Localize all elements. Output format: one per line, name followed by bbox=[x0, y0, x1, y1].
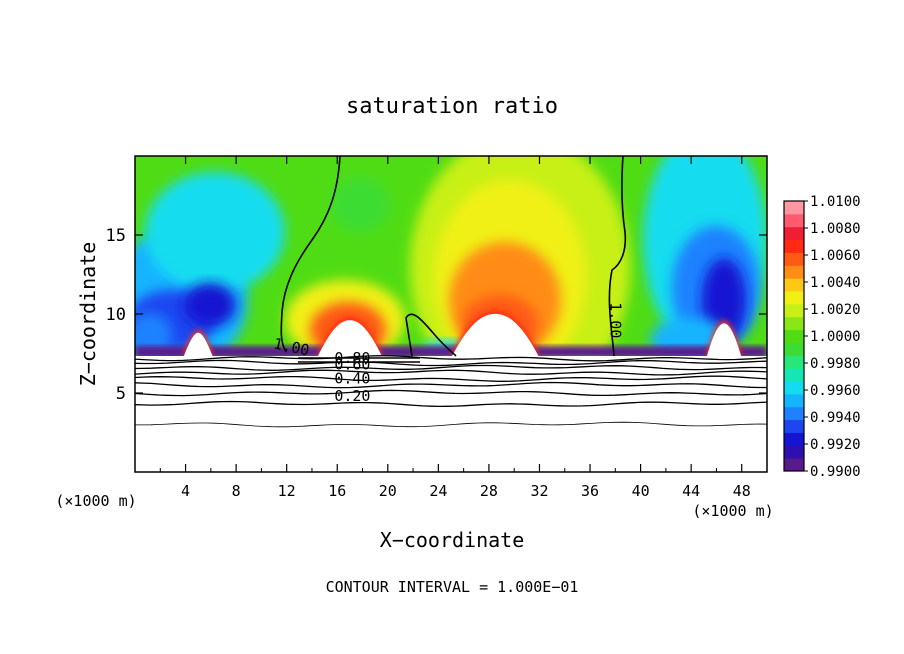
cloud-patch bbox=[317, 320, 383, 359]
x-tick-label: 36 bbox=[581, 482, 599, 500]
colorbar-label: 1.0040 bbox=[810, 275, 861, 291]
colorbar-label: 0.9960 bbox=[810, 383, 861, 399]
field-blob bbox=[702, 258, 746, 342]
colorbar-swatch bbox=[784, 329, 804, 343]
colorbar-label: 0.9940 bbox=[810, 410, 861, 426]
colorbar-swatch bbox=[784, 316, 804, 331]
colorbar-swatch bbox=[784, 419, 804, 433]
plot-area bbox=[135, 156, 767, 472]
colorbar-label: 1.0100 bbox=[810, 194, 861, 210]
contour-line-lower bbox=[135, 381, 767, 389]
colorbar-label: 1.0060 bbox=[810, 248, 861, 264]
contour-line-lower bbox=[135, 389, 767, 397]
colorbar-label: 1.0020 bbox=[810, 302, 861, 318]
field-blob bbox=[145, 172, 285, 292]
x-tick-label: 48 bbox=[733, 482, 751, 500]
x-tick-label: 40 bbox=[632, 482, 650, 500]
contour-line-lower bbox=[135, 355, 767, 362]
y-tick-label: 5 bbox=[116, 384, 126, 404]
x-tick-label: 4 bbox=[181, 482, 190, 500]
y-tick-label: 10 bbox=[106, 305, 126, 325]
cloud-patches bbox=[183, 310, 742, 359]
contour-line-lower bbox=[135, 375, 767, 382]
contour-1.00-middle bbox=[405, 313, 457, 357]
contour-label: 1.00 bbox=[606, 302, 624, 338]
colorbar-swatch bbox=[784, 393, 804, 408]
colorbar-swatch bbox=[784, 265, 804, 279]
cloud-patch bbox=[183, 332, 214, 359]
x-tick-label: 28 bbox=[480, 482, 498, 500]
contour-label: 0.20 bbox=[334, 387, 370, 405]
colorbar-label: 1.0000 bbox=[810, 329, 861, 345]
contour-lines-1.00 bbox=[280, 156, 627, 363]
contour-labels: 1.001.000.800.600.400.20 bbox=[272, 302, 624, 405]
x-tick-label: 20 bbox=[379, 482, 397, 500]
colorbar-swatch bbox=[784, 381, 804, 395]
field-blob bbox=[184, 283, 236, 327]
chart-title: saturation ratio bbox=[346, 94, 558, 119]
y-tick-label: 15 bbox=[106, 226, 126, 246]
colorbar-label: 1.0080 bbox=[810, 221, 861, 237]
colorbar: 0.9900 0.9920 0.9940 0.9960 0.9980 1.0000 1.00… bbox=[783, 194, 861, 480]
x-tick-label: 12 bbox=[278, 482, 296, 500]
colorbar-swatch bbox=[784, 406, 804, 421]
contour-cluster-center bbox=[298, 357, 420, 363]
contour-1.00-left bbox=[280, 156, 341, 353]
x-axis-ticks: 4 8 12 16 20 24 28 32 36 40 44 48 bbox=[159, 156, 751, 500]
x-tick-label: 24 bbox=[429, 482, 447, 500]
colorbar-label: 0.9980 bbox=[810, 356, 861, 372]
colorbar-swatch bbox=[784, 342, 804, 356]
field-blob bbox=[330, 177, 390, 233]
colorbar-swatch bbox=[784, 278, 804, 292]
x-unit-left: (×1000 m) bbox=[55, 492, 136, 510]
colorbar-swatch bbox=[784, 201, 804, 215]
colorbar-swatch bbox=[784, 368, 804, 382]
contour-1.00-right bbox=[608, 156, 627, 357]
colorbar-label: 0.9900 bbox=[810, 464, 861, 480]
colorbar-swatch bbox=[784, 226, 804, 241]
colorbar-swatch bbox=[784, 252, 804, 266]
contour-lines-lower bbox=[135, 355, 767, 428]
contour-line-lower bbox=[135, 421, 767, 428]
x-axis-label: X−coordinate bbox=[380, 528, 525, 552]
cloud-patch bbox=[451, 313, 540, 359]
colorbar-swatch bbox=[784, 355, 804, 369]
colorbar-swatch bbox=[784, 213, 804, 228]
saturation-field bbox=[135, 156, 767, 403]
colorbar-swatch bbox=[784, 303, 804, 318]
colorbar-label: 0.9920 bbox=[810, 437, 861, 453]
colorbar-swatch bbox=[784, 239, 804, 253]
field-blob bbox=[135, 313, 172, 357]
contour-label: 0.60 bbox=[334, 355, 370, 373]
contour-line-lower bbox=[135, 400, 767, 408]
y-axis-label: Z−coordinate bbox=[76, 242, 100, 387]
contour-label: 0.80 bbox=[334, 349, 370, 367]
x-tick-label: 8 bbox=[232, 482, 241, 500]
y-axis-ticks: 5 10 15 bbox=[106, 226, 767, 404]
x-unit-right: (×1000 m) bbox=[692, 502, 773, 520]
x-tick-label: 32 bbox=[530, 482, 548, 500]
colorbar-swatch bbox=[784, 291, 804, 305]
contour-line-lower bbox=[135, 369, 767, 376]
x-tick-label: 44 bbox=[682, 482, 700, 500]
cloud-patch bbox=[706, 323, 742, 359]
contour-line-lower bbox=[135, 364, 767, 371]
x-tick-label: 16 bbox=[328, 482, 346, 500]
colorbar-swatch bbox=[784, 445, 804, 459]
colorbar-swatch bbox=[784, 432, 804, 446]
contour-line-lower bbox=[135, 359, 767, 367]
colorbar-swatch bbox=[784, 458, 804, 472]
contour-label: 0.40 bbox=[334, 370, 370, 388]
contour-interval-note: CONTOUR INTERVAL = 1.000E−01 bbox=[326, 578, 579, 596]
